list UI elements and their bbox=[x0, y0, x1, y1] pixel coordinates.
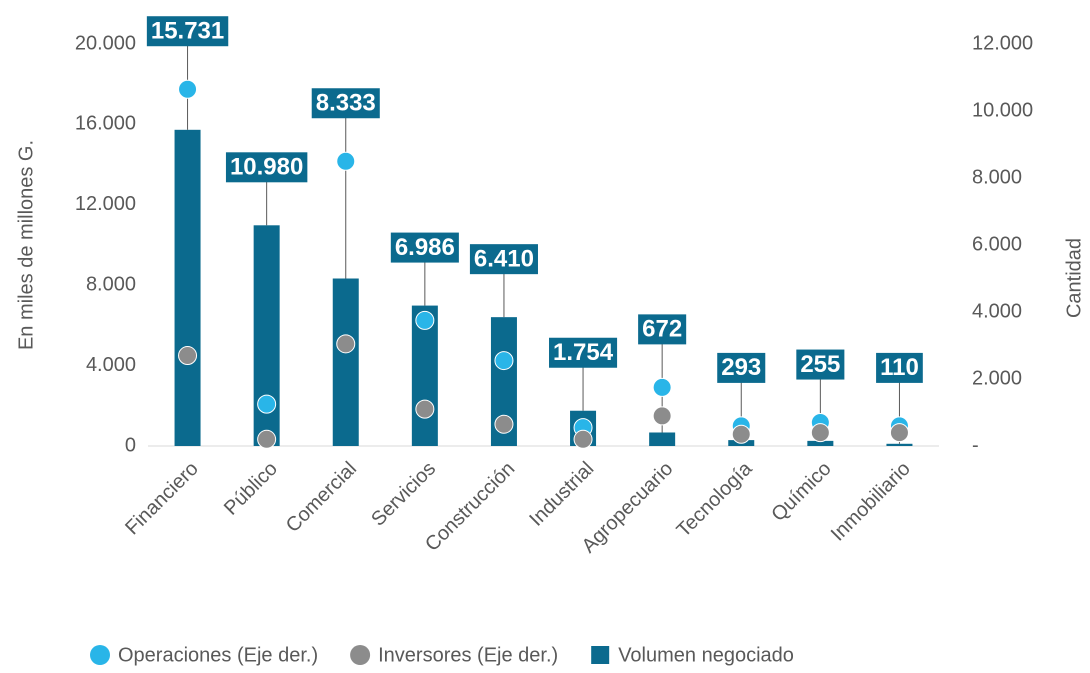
x-tick-label: Tecnología bbox=[673, 457, 758, 542]
data-label-text: 15.731 bbox=[151, 18, 224, 45]
y2-tick-label: 6.000 bbox=[972, 233, 1022, 255]
data-label: 15.731 bbox=[146, 16, 229, 47]
scatter-point bbox=[336, 334, 356, 354]
legend-swatch bbox=[90, 645, 110, 665]
y2-tick-label: 12.000 bbox=[972, 32, 1033, 54]
y2-tick-label: 4.000 bbox=[972, 300, 1022, 322]
data-label-box bbox=[146, 16, 229, 47]
data-label: 110 bbox=[876, 352, 923, 383]
scatter-point bbox=[257, 394, 277, 414]
data-label-text: 255 bbox=[800, 351, 840, 378]
data-label-text: 8.333 bbox=[316, 90, 376, 117]
data-label-text: 10.980 bbox=[230, 154, 303, 181]
data-label-text: 1.754 bbox=[553, 339, 614, 366]
legend-swatch bbox=[350, 645, 371, 665]
scatter-point bbox=[652, 406, 672, 426]
scatter-point bbox=[178, 79, 198, 99]
x-tick-label: Servicios bbox=[367, 458, 440, 531]
data-label-box bbox=[311, 88, 380, 119]
scatter-point bbox=[336, 151, 356, 171]
legend: Operaciones (Eje der.) Inversores (Eje de… bbox=[90, 644, 794, 666]
y-tick-label: 16.000 bbox=[75, 113, 136, 135]
legend-label: Volumen negociado bbox=[618, 644, 794, 666]
scatter-point bbox=[494, 351, 514, 371]
data-label-text: 293 bbox=[721, 354, 761, 381]
data-label-box bbox=[876, 352, 923, 383]
data-label: 10.980 bbox=[225, 152, 308, 183]
data-label: 1.754 bbox=[549, 337, 618, 368]
y2-tick-label: 8.000 bbox=[972, 166, 1022, 188]
legend-label: Operaciones (Eje der.) bbox=[118, 644, 318, 666]
data-label-text: 6.410 bbox=[474, 246, 534, 273]
y-tick-label: 0 bbox=[125, 434, 136, 456]
data-label-box bbox=[796, 349, 845, 380]
bar bbox=[332, 278, 359, 446]
y2-tick-label: 2.000 bbox=[972, 367, 1022, 389]
scatter-point bbox=[652, 377, 672, 397]
data-label: 672 bbox=[638, 314, 687, 345]
data-label-box bbox=[390, 232, 459, 263]
y-tick-label: 8.000 bbox=[86, 273, 136, 295]
x-tick-label: Financiero bbox=[121, 458, 203, 540]
y2-axis-title: Cantidad bbox=[1063, 238, 1085, 318]
data-label-box bbox=[225, 152, 308, 183]
scatter-point bbox=[415, 399, 435, 419]
scatter-point bbox=[494, 414, 514, 434]
bar bbox=[174, 129, 201, 447]
x-tick-label: Público bbox=[220, 458, 282, 520]
y-tick-label: 12.000 bbox=[75, 193, 136, 215]
bar bbox=[807, 440, 834, 446]
scatter-point bbox=[415, 310, 435, 330]
data-label: 6.410 bbox=[469, 244, 538, 275]
scatter-point bbox=[178, 346, 198, 366]
data-label-text: 672 bbox=[642, 316, 682, 343]
data-label-text: 6.986 bbox=[395, 234, 455, 261]
data-label-box bbox=[638, 314, 687, 345]
legend-swatch bbox=[591, 646, 610, 664]
scatter-point bbox=[731, 424, 751, 444]
bar bbox=[886, 443, 913, 446]
scatter-point bbox=[573, 429, 593, 449]
data-label-box bbox=[469, 244, 538, 275]
data-label: 293 bbox=[717, 352, 766, 383]
y2-tick-label: 10.000 bbox=[972, 99, 1033, 121]
y-axis-title: En miles de millones G. bbox=[15, 140, 37, 350]
y-tick-label: 4.000 bbox=[86, 354, 136, 376]
bar bbox=[649, 432, 676, 446]
data-label-text: 110 bbox=[880, 354, 919, 381]
data-label: 255 bbox=[796, 349, 845, 380]
scatter-point bbox=[889, 423, 909, 443]
y2-tick-label: - bbox=[972, 434, 979, 456]
data-label-box bbox=[549, 337, 618, 368]
data-label: 6.986 bbox=[390, 232, 459, 263]
data-label: 8.333 bbox=[311, 88, 380, 119]
data-label-box bbox=[717, 352, 766, 383]
x-tick-label: Industrial bbox=[525, 458, 598, 531]
x-tick-label: Químico bbox=[767, 458, 835, 526]
y-tick-label: 20.000 bbox=[75, 32, 136, 54]
x-tick-label: Inmobiliario bbox=[827, 458, 915, 546]
scatter-point bbox=[810, 423, 830, 443]
x-tick-label: Comercial bbox=[282, 458, 361, 537]
scatter-point bbox=[257, 429, 277, 449]
legend-label: Inversores (Eje der.) bbox=[378, 644, 558, 666]
